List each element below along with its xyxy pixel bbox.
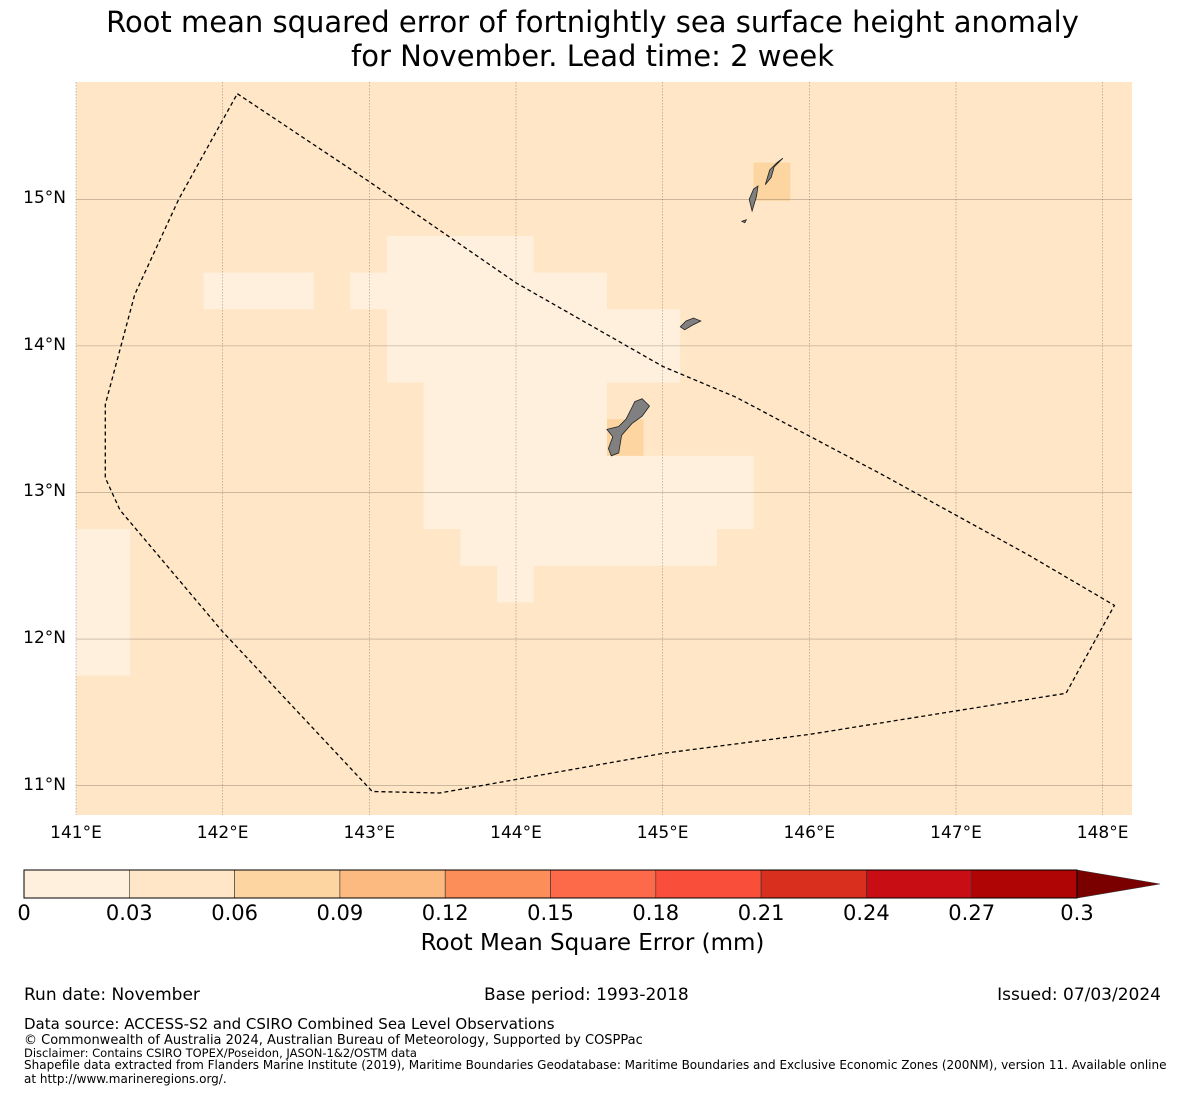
colorbar-segment [444, 869, 551, 899]
colorbar-tick-label: 0 [17, 901, 31, 925]
colorbar-tick-label: 0.09 [316, 901, 364, 925]
colorbar-segment [234, 869, 341, 899]
issued-date: Issued: 07/03/2024 [997, 985, 1161, 1005]
colorbar-tick-label: 0.24 [843, 901, 890, 925]
lon-tick-label: 145°E [636, 823, 689, 843]
island-saipan [764, 157, 784, 185]
colorbar-tick-label: 0.3 [1060, 901, 1094, 925]
rmse-cell-low [496, 565, 534, 603]
rmse-cell-low [76, 529, 131, 676]
colorbar-segment [550, 869, 657, 899]
island-rota [679, 317, 702, 331]
colorbar-tick-label: 0.15 [527, 901, 574, 925]
lat-tick-label: 12°N [23, 628, 66, 649]
eez-boundary [104, 93, 1116, 794]
colorbar [23, 869, 1161, 899]
colorbar-tick-label: 0.12 [421, 901, 469, 925]
colorbar-tick-label: 0.27 [948, 901, 996, 925]
colorbar-segment [339, 869, 446, 899]
colorbar-segment [866, 869, 973, 899]
map-title-line-2: for November. Lead time: 2 week [351, 39, 834, 73]
map-panel [75, 82, 1132, 815]
shapefile-note: Shapefile data extracted from Flanders M… [24, 1058, 1167, 1086]
run-date: Run date: November [24, 985, 200, 1005]
lon-tick-label: 141°E [50, 823, 102, 843]
island-guam [606, 398, 651, 457]
colorbar-tick-label: 0.03 [105, 901, 153, 925]
colorbar-tick-label: 0.21 [737, 901, 785, 925]
rmse-cell-low [386, 235, 534, 273]
lon-tick-label: 148°E [1076, 823, 1129, 843]
lon-tick-label: 142°E [196, 823, 249, 843]
rmse-cell-low [386, 272, 607, 310]
disclaimer-note: Disclaimer: Contains CSIRO TOPEX/Poseido… [24, 1046, 417, 1060]
island-tinian [748, 185, 759, 213]
data-source-note: Data source: ACCESS-S2 and CSIRO Combine… [24, 1015, 555, 1033]
lon-tick-label: 143°E [343, 823, 396, 843]
colorbar-segment [760, 869, 867, 899]
colorbar-tick-label: 0.06 [211, 901, 258, 925]
lon-tick-label: 146°E [783, 823, 836, 843]
lat-tick-label: 14°N [23, 334, 66, 355]
rmse-cell-low [350, 272, 387, 310]
colorbar-segment [971, 869, 1078, 899]
rmse-cell-low [203, 272, 314, 310]
colorbar-segment [23, 869, 130, 899]
rmse-cell-low [460, 529, 717, 566]
rmse-cell-low [423, 382, 607, 456]
island-aguijan [740, 219, 748, 224]
colorbar-extend-arrow [1076, 869, 1161, 899]
copyright-note: © Commonwealth of Australia 2024, Austra… [24, 1033, 643, 1048]
lat-tick-label: 13°N [23, 481, 66, 502]
map-title-line-1: Root mean squared error of fortnightly s… [106, 5, 1079, 39]
colorbar-tick-label: 0.18 [632, 901, 680, 925]
lat-tick-label: 15°N [23, 188, 66, 209]
lon-tick-label: 144°E [490, 823, 542, 843]
colorbar-segment [655, 869, 762, 899]
colorbar-segment [129, 869, 235, 899]
colorbar-label: Root Mean Square Error (mm) [420, 930, 765, 956]
base-period: Base period: 1993-2018 [484, 985, 689, 1005]
lon-tick-label: 147°E [930, 823, 982, 843]
lat-tick-label: 11°N [23, 774, 66, 795]
colorbar-outline [23, 869, 1078, 899]
